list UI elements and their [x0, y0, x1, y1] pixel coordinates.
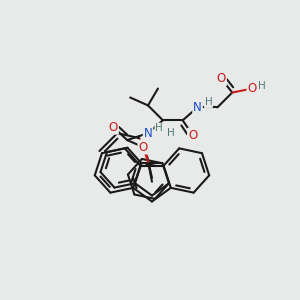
Text: N: N [144, 127, 152, 140]
Text: O: O [217, 72, 226, 85]
Text: O: O [248, 82, 257, 95]
Text: H: H [205, 98, 212, 107]
Text: N: N [193, 101, 202, 114]
Text: O: O [109, 121, 118, 134]
Text: H: H [258, 81, 266, 91]
Text: O: O [138, 140, 148, 154]
Text: O: O [188, 129, 197, 142]
Text: H: H [155, 123, 163, 133]
Text: H: H [167, 128, 175, 138]
